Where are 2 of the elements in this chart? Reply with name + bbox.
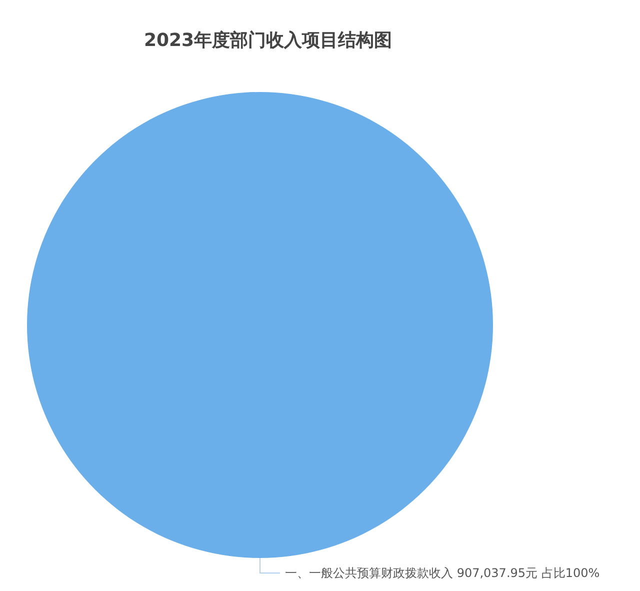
slice-label: 一、一般公共预算财政拨款收入 907,037.95元 占比100% xyxy=(285,566,600,580)
chart-title: 2023年度部门收入项目结构图 xyxy=(142,29,394,52)
